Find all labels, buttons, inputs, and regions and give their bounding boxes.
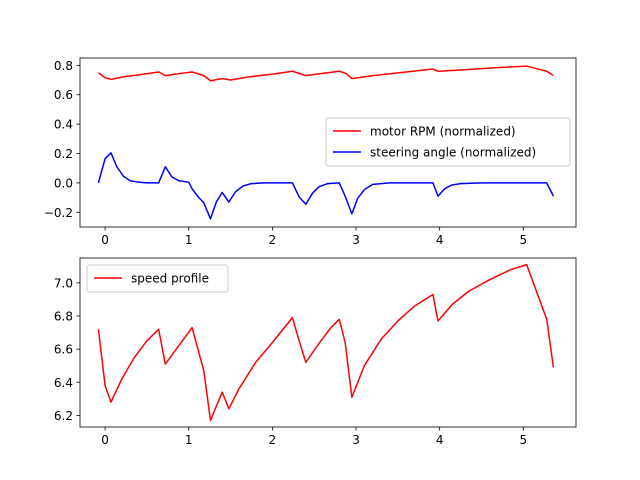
y-tick-label: 0.4	[54, 118, 73, 132]
top-subplot: 0 1 2 3 4 5 −0.2 0.0 0.2 0.4 0.6 0.8 motor RPM (norm…	[44, 57, 577, 247]
x-tick-label: 0	[101, 233, 109, 247]
x-tick-label: 3	[352, 233, 360, 247]
x-tick-label: 1	[185, 433, 193, 447]
x-tick-label: 1	[185, 233, 193, 247]
legend: motor RPM (normalized) steering angle (no…	[325, 117, 571, 167]
legend-box	[86, 264, 229, 293]
x-tick-label: 4	[436, 433, 444, 447]
x-tick-label: 5	[519, 233, 527, 247]
series-line-0	[97, 65, 554, 82]
y-tick-label: 6.6	[54, 343, 73, 357]
x-tick-label: 2	[269, 233, 277, 247]
series-line-0	[97, 263, 555, 422]
axes-frame	[79, 57, 577, 228]
y-tick-label: 6.2	[54, 409, 73, 423]
y-tick-label: 0.0	[54, 176, 73, 190]
y-tick-label: 0.2	[54, 147, 73, 161]
y-tick-label: 6.8	[54, 309, 73, 323]
series-line-1	[97, 152, 555, 220]
x-tick-label: 4	[436, 233, 444, 247]
axes-frame	[79, 257, 577, 428]
y-tick-label: −0.2	[44, 206, 73, 220]
y-tick-label: 6.4	[54, 376, 73, 390]
x-tick-label: 5	[519, 433, 527, 447]
y-tick-label: 7.0	[54, 276, 73, 290]
x-tick-label: 0	[101, 433, 109, 447]
legend-label: steering angle (normalized)	[370, 146, 536, 160]
y-tick-label: 0.8	[54, 59, 73, 73]
legend: speed profile	[86, 264, 229, 293]
x-tick-label: 3	[352, 433, 360, 447]
bottom-subplot: 0 1 2 3 4 5 6.2 6.4 6.6 6.8 7.0 speed profile	[54, 257, 577, 447]
legend-label: motor RPM (normalized)	[370, 125, 516, 139]
x-tick-label: 2	[269, 433, 277, 447]
legend-box	[325, 117, 571, 167]
y-tick-label: 0.6	[54, 88, 73, 102]
legend-label: speed profile	[131, 272, 209, 286]
